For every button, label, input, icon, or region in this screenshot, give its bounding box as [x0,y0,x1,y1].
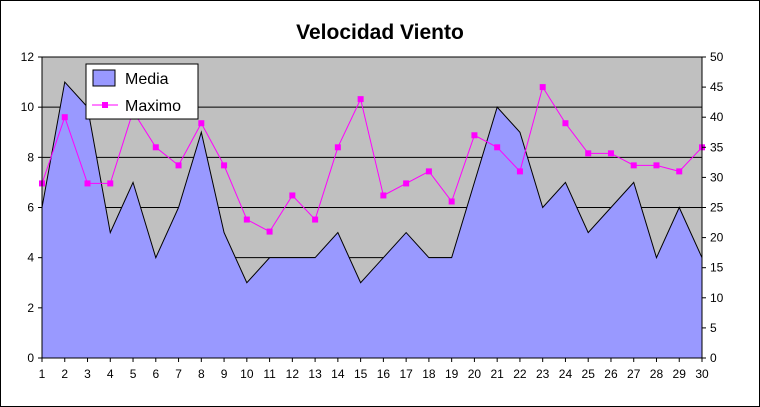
x-tick-label: 7 [175,367,182,381]
maximo-point [152,144,159,151]
y-left-tick-label: 4 [27,251,34,265]
y-right-tick-label: 45 [710,80,724,94]
maximo-point [243,216,250,223]
x-tick-label: 25 [582,367,596,381]
x-tick-label: 3 [84,367,91,381]
maximo-point [61,114,68,121]
x-tick-label: 9 [221,367,228,381]
legend-maximo-label: Maximo [125,98,181,115]
maximo-point [516,168,523,175]
x-tick-label: 10 [240,367,254,381]
x-tick-label: 4 [107,367,114,381]
y-right-tick-label: 10 [710,291,724,305]
media-area [41,80,703,359]
x-tick-label: 26 [604,367,618,381]
y-left-tick-label: 8 [27,150,34,164]
x-tick-label: 30 [695,367,709,381]
y-right-tick-label: 40 [710,110,724,124]
maximo-point [471,132,478,139]
maximo-point [607,150,614,157]
maximo-point [289,192,296,199]
maximo-point [312,216,319,223]
x-tick-label: 6 [152,367,159,381]
y-left-tick-label: 12 [21,50,35,64]
y-right-tick-label: 5 [710,321,717,335]
x-tick-label: 24 [559,367,573,381]
y-right-tick-label: 35 [710,140,724,154]
x-tick-label: 27 [627,367,641,381]
y-left-tick-label: 0 [27,351,34,365]
maximo-point [84,180,91,187]
y-left-tick-label: 10 [21,100,35,114]
x-tick-label: 16 [377,367,391,381]
x-tick-label: 19 [445,367,459,381]
x-tick-label: 22 [513,367,527,381]
x-tick-label: 1 [39,367,46,381]
y-right-tick-label: 0 [710,351,717,365]
legend-media-swatch [92,69,116,87]
maximo-point [448,198,455,205]
maximo-point [380,192,387,199]
maximo-point [676,168,683,175]
maximo-point [425,168,432,175]
y-left-tick-label: 6 [27,201,34,215]
maximo-point [357,96,364,103]
maximo-point [334,144,341,151]
maximo-point [266,228,273,235]
maximo-point [653,162,660,169]
maximo-point [539,84,546,91]
x-tick-label: 18 [422,367,436,381]
maximo-point [494,144,501,151]
maximo-point [630,162,637,169]
maximo-point [585,150,592,157]
x-tick-label: 17 [399,367,413,381]
x-tick-label: 15 [354,367,368,381]
x-tick-label: 21 [490,367,504,381]
x-tick-label: 23 [536,367,550,381]
maximo-point [403,180,410,187]
maximo-point [198,120,205,127]
x-tick-label: 11 [263,367,276,381]
legend: Media Maximo [85,63,199,120]
x-tick-label: 8 [198,367,205,381]
y-right-tick-label: 30 [710,170,724,184]
y-right-tick-label: 15 [710,261,724,275]
x-tick-label: 28 [650,367,664,381]
maximo-point [107,180,114,187]
x-tick-label: 12 [286,367,300,381]
y-right-tick-label: 50 [710,50,724,64]
legend-media-label: Media [125,71,169,88]
x-tick-label: 20 [468,367,482,381]
maximo-point [175,162,182,169]
maximo-line [41,85,703,233]
y-left-tick-label: 2 [27,301,34,315]
chart-title: Velocidad Viento [296,21,464,44]
y-right-tick-label: 20 [710,231,724,245]
x-tick-label: 29 [673,367,687,381]
maximo-point [562,120,569,127]
x-tick-label: 2 [61,367,68,381]
maximo-point [221,162,228,169]
legend-maximo-marker [102,102,108,108]
x-tick-label: 13 [308,367,322,381]
x-tick-label: 14 [331,367,345,381]
y-right-tick-label: 25 [710,201,724,215]
x-tick-label: 5 [130,367,137,381]
